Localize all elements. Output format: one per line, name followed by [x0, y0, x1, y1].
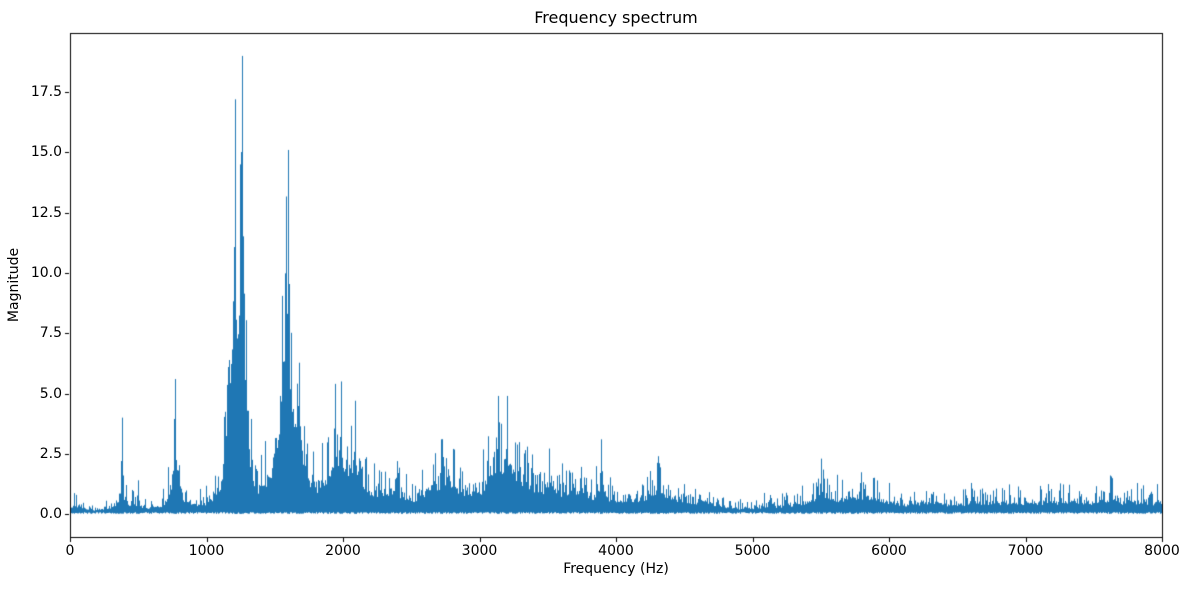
x-tick-label: 7000 [1007, 543, 1044, 559]
x-tick-label: 3000 [461, 543, 498, 559]
x-tick-label: 2000 [325, 543, 361, 559]
x-tick-label: 6000 [871, 543, 907, 559]
y-tick-label: 15.0 [30, 144, 62, 161]
y-axis-label: Magnitude [6, 247, 22, 323]
y-tick-label: 7.5 [39, 325, 62, 342]
y-tick-label: 0.0 [39, 506, 62, 523]
x-axis-label: Frequency (Hz) [563, 561, 669, 577]
x-tick-label: 5000 [734, 543, 771, 559]
x-tick-label: 4000 [598, 543, 634, 559]
chart-title: Frequency spectrum [534, 8, 698, 27]
y-tick-label: 2.5 [39, 445, 62, 462]
y-tick-label: 17.5 [30, 84, 62, 101]
y-tick-label: 5.0 [39, 385, 62, 402]
x-tick-label: 8000 [1144, 543, 1180, 559]
x-tick-label: 1000 [188, 543, 225, 559]
x-tick-label: 0 [65, 543, 75, 559]
y-tick-label: 12.5 [30, 204, 62, 221]
y-tick-label: 10.0 [30, 264, 62, 281]
